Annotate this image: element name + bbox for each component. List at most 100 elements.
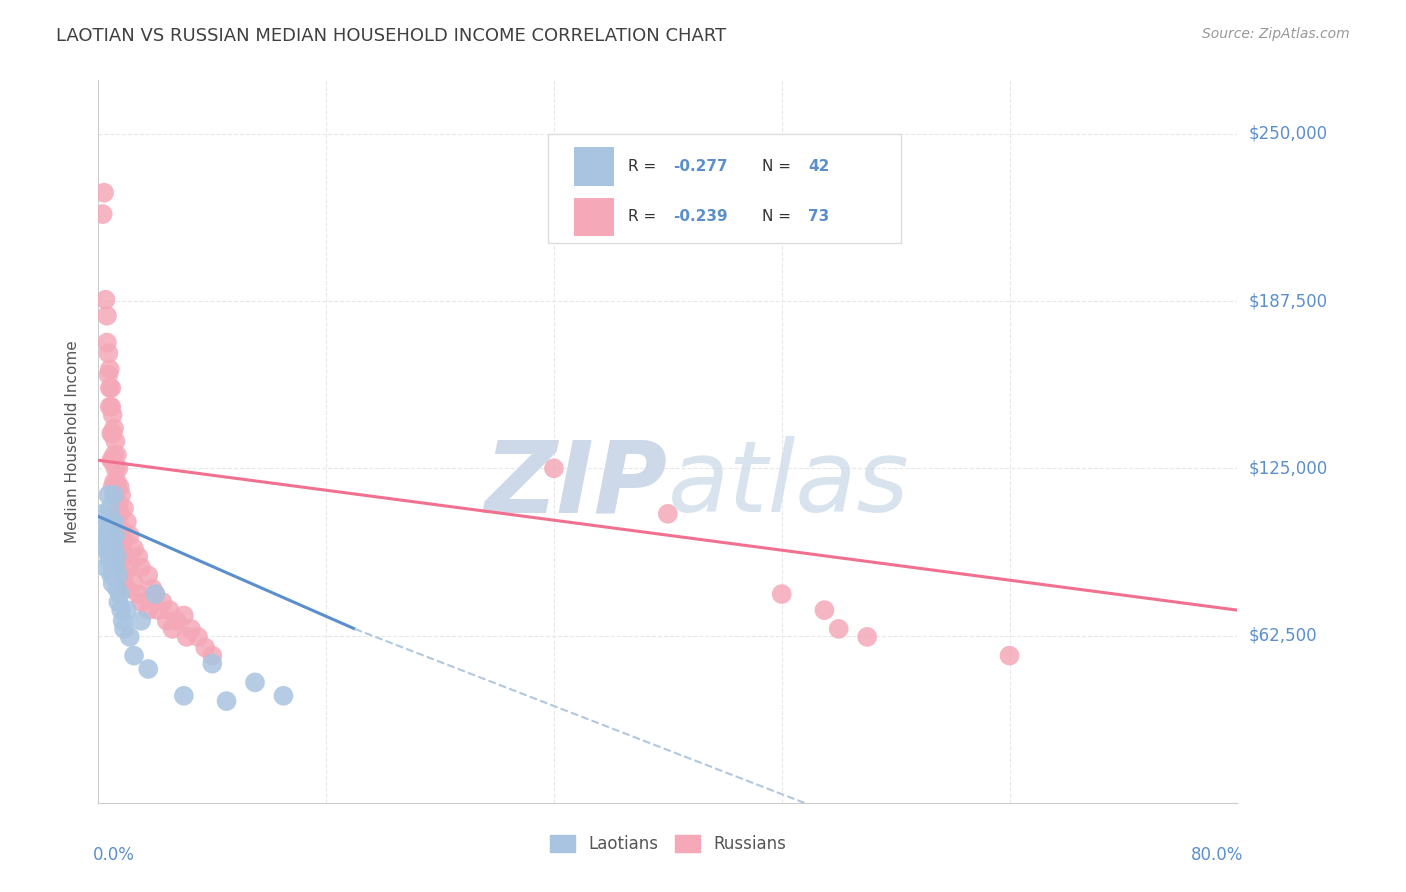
Point	[94, 560, 117, 574]
Point	[108, 507, 131, 521]
Y-axis label: Median Household Income: Median Household Income	[65, 340, 80, 543]
Point	[100, 453, 122, 467]
Point	[101, 533, 124, 548]
Point	[93, 528, 115, 542]
Point	[101, 480, 124, 494]
Point	[105, 475, 128, 489]
Point	[96, 335, 118, 350]
Point	[118, 630, 141, 644]
Point	[103, 488, 125, 502]
Point	[145, 587, 167, 601]
Point	[129, 595, 152, 609]
Point	[159, 603, 181, 617]
Point	[115, 549, 138, 564]
Point	[112, 533, 135, 548]
Point	[98, 501, 121, 516]
Point	[100, 381, 122, 395]
Point	[657, 507, 679, 521]
Point	[115, 515, 138, 529]
Point	[105, 582, 128, 596]
Point	[118, 528, 141, 542]
Point	[91, 507, 114, 521]
Text: $125,000: $125,000	[1249, 459, 1327, 477]
Point	[97, 523, 120, 537]
Point	[215, 694, 238, 708]
Text: Source: ZipAtlas.com: Source: ZipAtlas.com	[1202, 27, 1350, 41]
Point	[108, 541, 131, 556]
Point	[127, 587, 149, 601]
Point	[98, 555, 121, 569]
Point	[107, 528, 129, 542]
Point	[103, 541, 125, 556]
Text: 42: 42	[808, 159, 830, 174]
Point	[152, 595, 174, 609]
Point	[101, 453, 124, 467]
Point	[813, 603, 835, 617]
Text: -0.239: -0.239	[673, 210, 728, 225]
Point	[103, 515, 125, 529]
Text: N =: N =	[762, 159, 796, 174]
Point	[100, 426, 122, 441]
Point	[104, 528, 127, 542]
Point	[100, 541, 122, 556]
Point	[543, 461, 565, 475]
Text: R =: R =	[628, 159, 661, 174]
Point	[110, 523, 132, 537]
Point	[162, 622, 184, 636]
Text: R =: R =	[628, 210, 661, 225]
Point	[145, 587, 167, 601]
Point	[101, 426, 124, 441]
Point	[98, 528, 121, 542]
Point	[112, 501, 135, 516]
Point	[122, 576, 145, 591]
Point	[107, 461, 129, 475]
Point	[101, 576, 124, 591]
Point	[104, 434, 127, 449]
Point	[998, 648, 1021, 663]
Point	[112, 568, 135, 582]
Point	[136, 603, 159, 617]
Point	[107, 568, 129, 582]
Point	[107, 496, 129, 510]
Point	[115, 603, 138, 617]
Point	[141, 582, 163, 596]
Point	[770, 587, 793, 601]
Point	[201, 648, 224, 663]
Point	[97, 346, 120, 360]
Text: LAOTIAN VS RUSSIAN MEDIAN HOUSEHOLD INCOME CORRELATION CHART: LAOTIAN VS RUSSIAN MEDIAN HOUSEHOLD INCO…	[56, 27, 727, 45]
Text: 80.0%: 80.0%	[1191, 847, 1243, 864]
Point	[156, 614, 179, 628]
Text: ZIP: ZIP	[485, 436, 668, 533]
Point	[136, 568, 159, 582]
Point	[98, 362, 121, 376]
Point	[110, 603, 132, 617]
Text: $187,500: $187,500	[1249, 292, 1327, 310]
Point	[122, 648, 145, 663]
Point	[103, 421, 125, 435]
Point	[103, 448, 125, 462]
Point	[856, 630, 879, 644]
Point	[97, 547, 120, 561]
Point	[118, 560, 141, 574]
Point	[101, 555, 124, 569]
Point	[112, 622, 135, 636]
Point	[104, 461, 127, 475]
Point	[100, 400, 122, 414]
Point	[105, 448, 128, 462]
Text: -0.277: -0.277	[673, 159, 728, 174]
Point	[173, 689, 195, 703]
Point	[273, 689, 295, 703]
Point	[180, 622, 202, 636]
Point	[243, 675, 266, 690]
Text: 73: 73	[808, 210, 830, 225]
Point	[108, 587, 131, 601]
Point	[100, 515, 122, 529]
Point	[101, 408, 124, 422]
Point	[105, 507, 128, 521]
Point	[94, 541, 117, 556]
Point	[94, 293, 117, 307]
Point	[201, 657, 224, 671]
Point	[93, 186, 115, 200]
Point	[96, 309, 118, 323]
Text: 0.0%: 0.0%	[93, 847, 135, 864]
